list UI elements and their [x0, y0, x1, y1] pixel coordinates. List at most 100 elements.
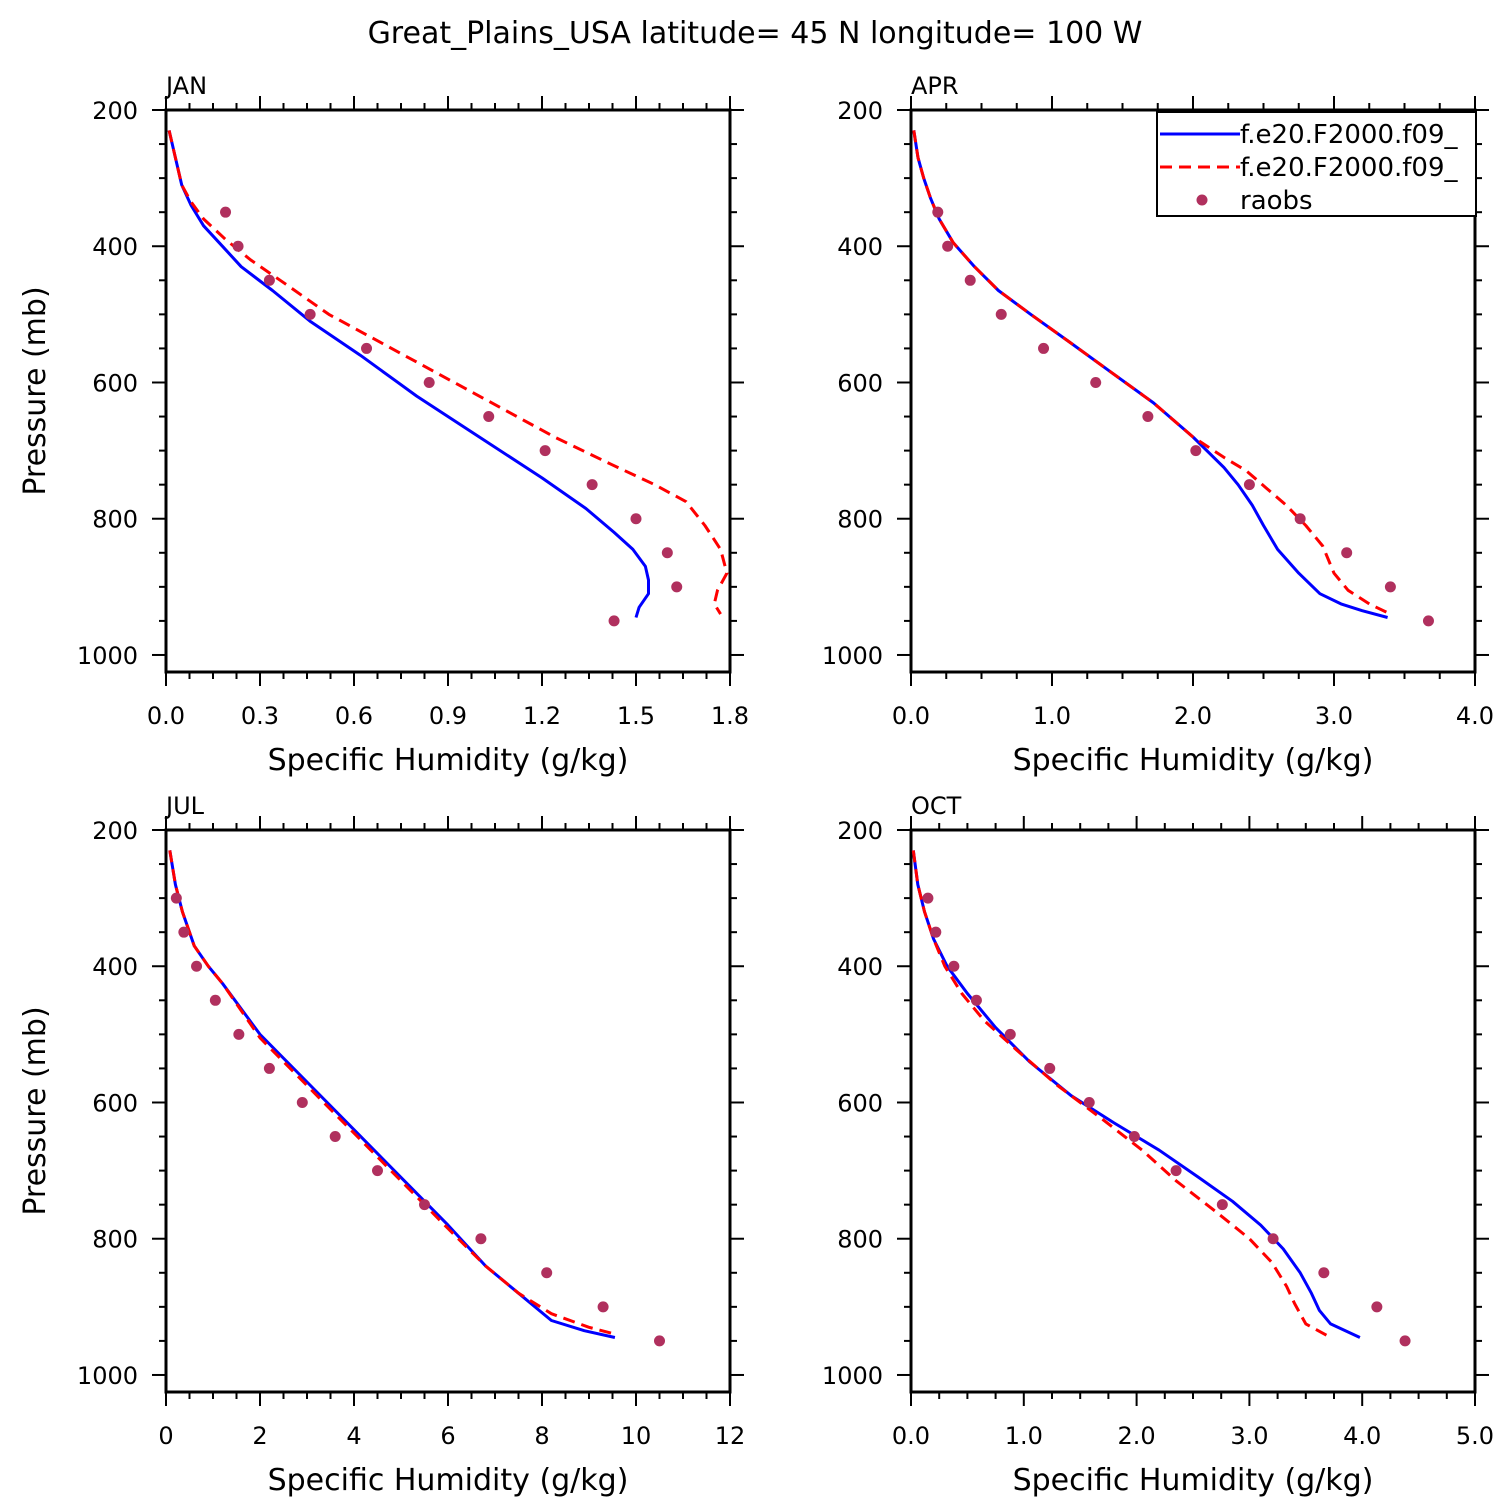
x-tick-label: 3.0 [1315, 702, 1353, 730]
raobs-point [209, 994, 221, 1006]
x-tick-label: 0.3 [241, 702, 279, 730]
raobs-point [329, 1131, 341, 1143]
x-tick-label: 2 [252, 1422, 267, 1450]
y-tick-label: 1000 [822, 642, 883, 670]
raobs-point [220, 206, 232, 218]
plot-frame [909, 828, 1477, 1394]
raobs-point [1384, 581, 1396, 593]
raobs-point [1371, 1301, 1383, 1313]
legend-marker-dot [1196, 194, 1208, 206]
raobs-point [475, 1233, 487, 1245]
model-line-solid [167, 130, 650, 618]
raobs-point [1422, 615, 1434, 627]
y-tick-label: 200 [92, 97, 138, 125]
x-axis-label: Specific Humidity (g/kg) [268, 743, 629, 778]
panel-oct: OCT 0.0 1.0 2.0 3.0 4.0 5.0 200 400 600 800 1000 Spe… [822, 792, 1494, 1498]
y-tick-label: 800 [92, 1226, 138, 1254]
model-line-dashed [167, 130, 729, 615]
raobs-point [970, 994, 982, 1006]
y-tick-label: 1000 [822, 1362, 883, 1390]
x-tick-label: 2.0 [1174, 702, 1212, 730]
raobs-point [423, 376, 435, 388]
panel-title: APR [911, 72, 959, 100]
raobs-point [1399, 1335, 1411, 1347]
x-axis-label: Specific Humidity (g/kg) [268, 1463, 629, 1498]
plot-frame [164, 108, 732, 674]
series-group [912, 130, 1434, 627]
raobs-point [964, 274, 976, 286]
raobs-point [541, 1267, 553, 1279]
x-tick-label: 8 [534, 1422, 549, 1450]
raobs-point [630, 513, 642, 525]
raobs-point [1294, 513, 1306, 525]
y-tick-label: 400 [92, 953, 138, 981]
raobs-point [671, 581, 683, 593]
panel-title: JAN [164, 72, 207, 100]
y-tick-label: 1000 [77, 642, 138, 670]
raobs-point [948, 960, 960, 972]
plot-frame [164, 828, 732, 1394]
model-line-solid [911, 850, 1361, 1339]
raobs-point [1090, 376, 1102, 388]
y-tick-label: 400 [837, 233, 883, 261]
raobs-point [361, 342, 373, 354]
x-tick-label: 0.6 [335, 702, 373, 730]
raobs-point [372, 1165, 383, 1177]
legend-label: f.e20.F2000.f09_ [1240, 153, 1458, 183]
raobs-point [922, 892, 934, 904]
raobs-point [1190, 445, 1202, 457]
y-tick-label: 400 [837, 953, 883, 981]
raobs-point [930, 926, 942, 938]
series-group [167, 130, 729, 627]
x-tick-label: 3.0 [1230, 1422, 1268, 1450]
raobs-point [1318, 1267, 1330, 1279]
x-tick-label: 1.2 [523, 702, 561, 730]
raobs-point [1142, 411, 1154, 423]
y-tick-label: 800 [837, 1226, 883, 1254]
x-tick-label: 10 [621, 1422, 652, 1450]
y-tick-label: 600 [92, 369, 138, 397]
raobs-point [586, 479, 598, 491]
x-tick-label: 0 [158, 1422, 173, 1450]
y-axis-label: Pressure (mb) [18, 286, 53, 495]
panel-jan: JAN 0.0 0.3 0.6 0.9 1.2 1.5 1.8 200 400 600 800 1000… [18, 72, 749, 778]
raobs-point [608, 615, 620, 627]
x-tick-label: 1.0 [1033, 702, 1071, 730]
y-tick-label: 200 [92, 817, 138, 845]
x-tick-label: 1.5 [617, 702, 655, 730]
raobs-point [233, 1028, 245, 1040]
series-group [168, 850, 665, 1347]
x-tick-label: 0.0 [892, 1422, 930, 1450]
raobs-point [1267, 1233, 1279, 1245]
raobs-point [304, 308, 316, 320]
y-tick-label: 600 [837, 369, 883, 397]
x-axis-label: Specific Humidity (g/kg) [1013, 1463, 1374, 1498]
panel-apr: APR 0.0 1.0 2.0 3.0 4.0 200 400 600 800 1000 Specif… [822, 72, 1494, 778]
panel-title: JUL [164, 792, 205, 820]
raobs-point [1170, 1165, 1182, 1177]
y-tick-label: 200 [837, 817, 883, 845]
x-tick-label: 0.0 [147, 702, 185, 730]
legend: f.e20.F2000.f09_f.e20.F2000.f09_raobs [1156, 111, 1477, 217]
panel-title: OCT [911, 792, 962, 820]
model-line-dashed [911, 850, 1332, 1339]
y-axis-label: Pressure (mb) [18, 1006, 53, 1215]
raobs-point [1004, 1028, 1016, 1040]
x-tick-label: 2.0 [1118, 1422, 1156, 1450]
raobs-point [263, 274, 275, 286]
x-tick-label: 1.8 [711, 702, 749, 730]
raobs-point [597, 1301, 609, 1313]
raobs-point [232, 240, 244, 252]
legend-label: raobs [1240, 186, 1313, 216]
x-tick-label: 0.9 [429, 702, 467, 730]
x-tick-label: 1.0 [1005, 1422, 1043, 1450]
raobs-point [1044, 1062, 1056, 1074]
y-tick-label: 800 [92, 506, 138, 534]
x-tick-label: 0.0 [892, 702, 930, 730]
model-line-dashed [168, 850, 616, 1336]
raobs-point [263, 1062, 275, 1074]
x-tick-label: 4.0 [1343, 1422, 1381, 1450]
x-axis-label: Specific Humidity (g/kg) [1013, 743, 1374, 778]
series-group [911, 850, 1411, 1347]
